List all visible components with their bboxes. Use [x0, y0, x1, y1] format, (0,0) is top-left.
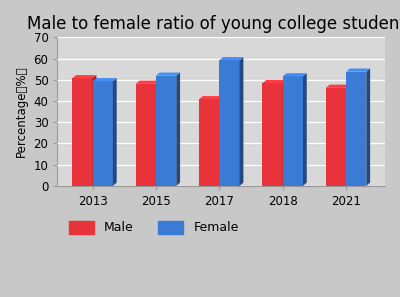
- Polygon shape: [366, 69, 370, 186]
- Polygon shape: [156, 80, 160, 186]
- Bar: [219, 60, 240, 186]
- Polygon shape: [346, 85, 350, 186]
- Polygon shape: [93, 78, 117, 81]
- Legend: Male, Female: Male, Female: [64, 216, 244, 239]
- Bar: [262, 83, 283, 186]
- Polygon shape: [156, 72, 180, 76]
- Bar: [199, 99, 219, 186]
- Polygon shape: [176, 72, 180, 186]
- Text: 40.8: 40.8: [204, 101, 214, 123]
- Bar: [93, 81, 113, 186]
- Polygon shape: [72, 75, 96, 78]
- Text: 50.7: 50.7: [78, 80, 88, 102]
- Bar: [136, 84, 156, 186]
- Y-axis label: Percentage（%）: Percentage（%）: [15, 66, 28, 157]
- Polygon shape: [136, 80, 160, 84]
- Polygon shape: [346, 69, 370, 72]
- Polygon shape: [303, 73, 307, 186]
- Polygon shape: [283, 73, 307, 76]
- Text: 51.9: 51.9: [161, 78, 171, 99]
- Bar: [156, 76, 176, 186]
- Text: 46.2: 46.2: [331, 90, 341, 111]
- Text: 49.3: 49.3: [98, 83, 108, 105]
- Text: 51.6: 51.6: [288, 78, 298, 100]
- Bar: [283, 76, 303, 186]
- Polygon shape: [262, 80, 286, 83]
- Bar: [346, 72, 366, 186]
- Text: 59.2: 59.2: [224, 62, 234, 84]
- Polygon shape: [326, 85, 350, 88]
- Polygon shape: [113, 78, 117, 186]
- Polygon shape: [283, 80, 286, 186]
- Text: 48.1: 48.1: [141, 86, 151, 107]
- Title: Male to female ratio of young college students: Male to female ratio of young college st…: [28, 15, 400, 33]
- Bar: [326, 88, 346, 186]
- Polygon shape: [240, 57, 244, 186]
- Polygon shape: [93, 75, 96, 186]
- Polygon shape: [199, 96, 223, 99]
- Text: 48.4: 48.4: [268, 85, 278, 107]
- Text: 53.8: 53.8: [351, 74, 361, 95]
- Polygon shape: [219, 96, 223, 186]
- Bar: [72, 78, 93, 186]
- Polygon shape: [219, 57, 244, 60]
